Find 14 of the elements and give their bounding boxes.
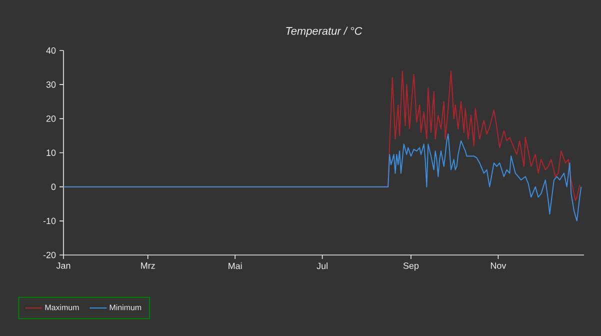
- y-tick-label: -20: [43, 252, 56, 258]
- y-tick-label: -10: [43, 218, 56, 224]
- x-tick-label: Jul: [316, 262, 328, 270]
- y-tick-label: 20: [46, 115, 56, 122]
- x-tick-label: Sep: [403, 262, 419, 271]
- chart-title: Temperatur / °C: [286, 26, 362, 37]
- x-tick-label: Nov: [490, 262, 506, 269]
- x-tick-label: Mrz: [141, 262, 155, 269]
- y-tick-label: 10: [46, 150, 56, 156]
- y-tick-label: 0: [51, 184, 56, 190]
- x-tick-label: Jan: [56, 262, 70, 269]
- y-tick-label: 30: [46, 81, 56, 88]
- x-tick-label: Mai: [228, 262, 242, 270]
- y-tick-label: 40: [46, 47, 56, 54]
